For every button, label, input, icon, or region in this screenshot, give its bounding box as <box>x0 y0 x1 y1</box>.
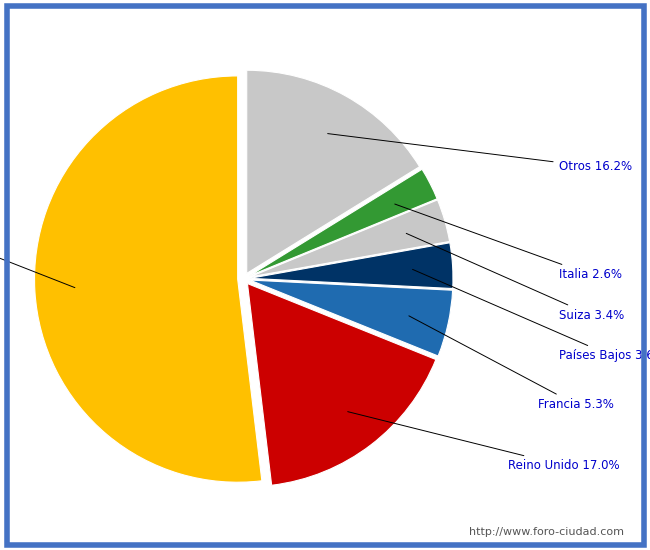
Wedge shape <box>247 70 420 273</box>
Wedge shape <box>250 280 452 356</box>
Text: Reino Unido 17.0%: Reino Unido 17.0% <box>348 411 619 472</box>
Wedge shape <box>248 284 436 485</box>
Text: Italia 2.6%: Italia 2.6% <box>395 204 621 281</box>
Wedge shape <box>249 169 437 276</box>
Text: Francia 5.3%: Francia 5.3% <box>409 316 614 411</box>
Wedge shape <box>250 243 453 289</box>
Wedge shape <box>34 76 262 482</box>
Text: http://www.foro-ciudad.com: http://www.foro-ciudad.com <box>469 527 625 537</box>
Text: Alemania 51.9%: Alemania 51.9% <box>0 201 75 288</box>
Wedge shape <box>250 200 450 277</box>
Text: Sencelles - Turistas extranjeros según país - Abril de 2024: Sencelles - Turistas extranjeros según p… <box>103 21 547 37</box>
Text: Otros 16.2%: Otros 16.2% <box>328 134 632 173</box>
Text: Países Bajos 3.6%: Países Bajos 3.6% <box>413 270 650 362</box>
Text: Suiza 3.4%: Suiza 3.4% <box>406 233 624 322</box>
